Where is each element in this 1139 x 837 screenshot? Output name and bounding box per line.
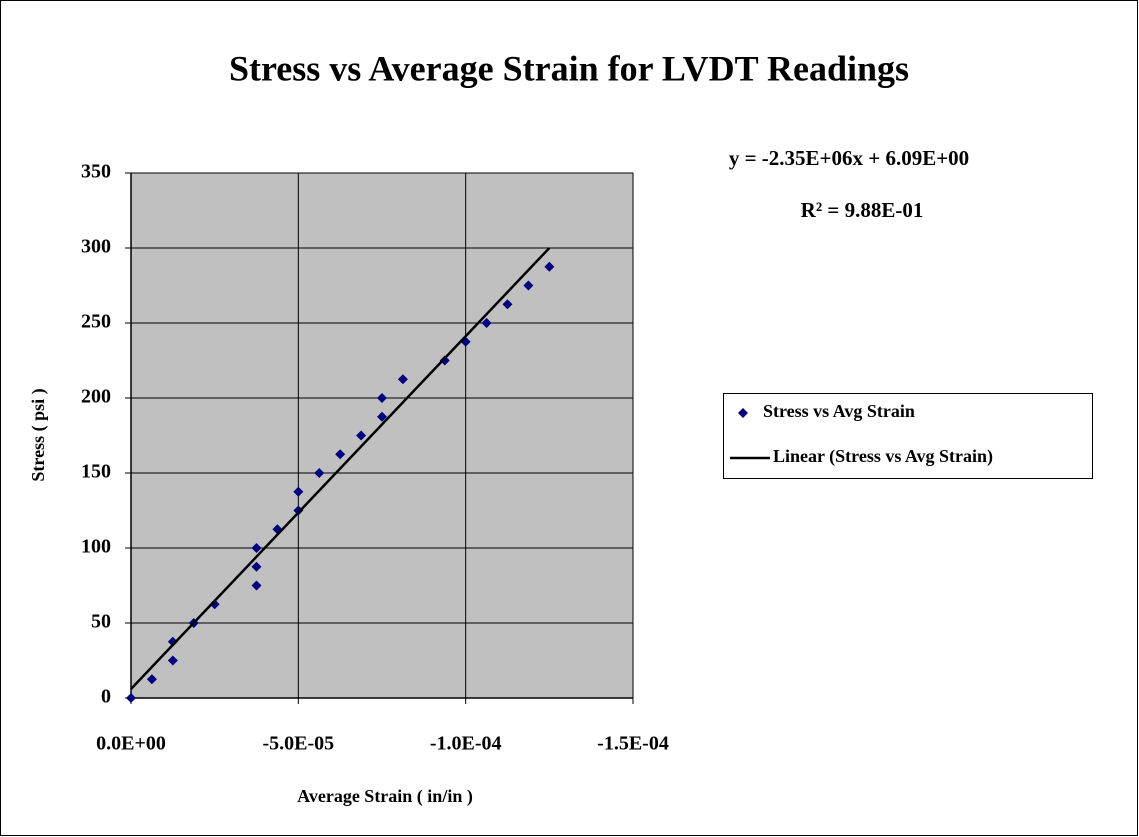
data-point [251,580,262,591]
data-point [523,280,534,291]
y-tick-label: 200 [81,386,111,408]
data-point [377,393,387,403]
data-point [167,636,178,647]
data-point [167,655,178,666]
data-point [481,318,492,328]
data-point [356,430,367,441]
legend-label: Stress vs Avg Strain [763,401,915,421]
y-axis-label: Stress ( psi ) [28,388,49,481]
plot-area [130,172,634,699]
data-point [439,355,450,366]
data-point [544,261,555,272]
x-tick-label: -1.0E-04 [430,733,502,755]
data-point [146,674,157,685]
data-point [335,449,346,460]
data-point [251,561,262,572]
data-point [397,374,408,385]
data-point [314,468,325,478]
data-point [377,411,387,422]
r-squared: R² = 9.88E-01 [801,198,924,222]
legend-box [723,393,1093,479]
y-tick-label: 250 [81,311,111,333]
y-tick-label: 350 [81,161,111,183]
y-tick-label: 50 [91,611,111,633]
x-tick-label: 0.0E+00 [96,733,166,755]
chart-title: Stress vs Average Strain for LVDT Readin… [229,48,909,88]
data-point [502,299,513,310]
data-point [126,693,136,703]
x-axis-label: Average Strain ( in/in ) [297,786,473,807]
trend-equation: y = -2.35E+06x + 6.09E+00 [729,146,969,170]
data-point [293,505,304,516]
y-tick-label: 100 [81,536,111,558]
y-tick-label: 0 [101,686,111,708]
data-point [293,486,304,497]
y-tick-label: 300 [81,236,111,258]
x-tick-label: -5.0E-05 [262,733,334,755]
data-point [251,543,262,553]
trend-line [130,247,551,690]
x-tick-label: -1.5E-04 [597,733,669,755]
y-tick-label: 150 [81,461,111,483]
legend-label: Linear (Stress vs Avg Strain) [773,446,993,467]
legend-marker [738,408,748,418]
